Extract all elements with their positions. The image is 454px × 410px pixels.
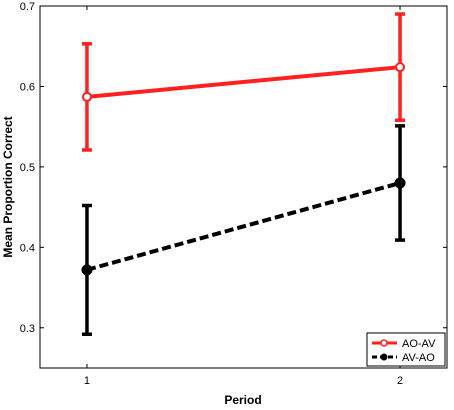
- data-point: [394, 177, 406, 189]
- series-line: [86, 181, 401, 272]
- x-tick-label: 1: [84, 375, 90, 387]
- data-point: [395, 62, 406, 73]
- series-line: [86, 65, 401, 99]
- series-ao-av: [81, 12, 406, 152]
- legend-label-ao-av: AO-AV: [402, 338, 436, 350]
- x-tick-label: 2: [397, 375, 403, 387]
- legend: AO-AV AV-AO: [366, 332, 446, 367]
- data-point: [81, 264, 93, 276]
- legend-marker: [380, 353, 388, 361]
- series-layer: [81, 12, 406, 336]
- x-axis-label: Period: [224, 393, 261, 407]
- y-tick-label: 0.3: [20, 323, 35, 335]
- plot-frame: [39, 5, 448, 369]
- y-axis-label: Mean Proportion Correct: [1, 116, 15, 257]
- data-point: [81, 91, 92, 102]
- y-tick-label: 0.6: [20, 81, 35, 93]
- legend-label-av-ao: AV-AO: [402, 352, 435, 364]
- plot-area: [39, 5, 448, 369]
- axis-ticks: 0.3 0.4 0.5 0.6 0.7 1 2: [20, 1, 447, 387]
- legend-marker: [380, 339, 388, 347]
- y-tick-label: 0.4: [20, 242, 35, 254]
- legend-box: [366, 332, 446, 367]
- y-tick-label: 0.5: [20, 162, 35, 174]
- y-tick-label: 0.7: [20, 1, 35, 13]
- series-av-ao: [81, 124, 406, 336]
